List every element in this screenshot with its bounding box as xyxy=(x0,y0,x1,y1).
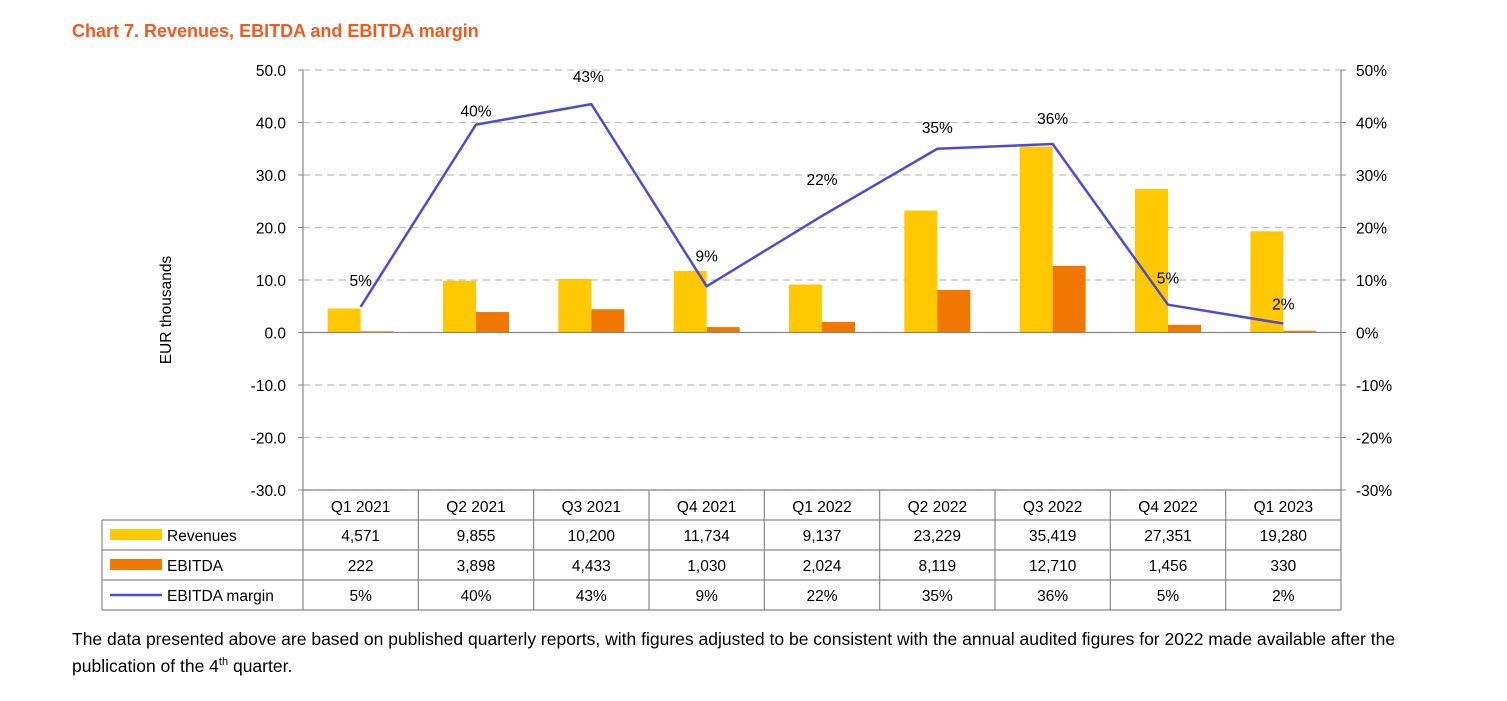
x-tick-label: Q2 2021 xyxy=(446,499,505,516)
legend-label: EBITDA xyxy=(167,558,224,575)
y2-tick-label: 50% xyxy=(1356,63,1387,80)
margin-data-label: 9% xyxy=(695,248,718,265)
y2-tick-label: -30% xyxy=(1356,483,1392,500)
legend-label: Revenues xyxy=(167,528,237,545)
y-tick-label: 30.0 xyxy=(256,168,287,185)
legend-swatch xyxy=(110,559,162,570)
x-tick-label: Q4 2021 xyxy=(677,499,736,516)
margin-line-path xyxy=(359,102,1284,325)
x-tick-label: Q1 2022 xyxy=(792,499,851,516)
y2-tick-label: 30% xyxy=(1356,168,1387,185)
revenue-bar xyxy=(789,284,822,333)
table-cell: 22% xyxy=(806,588,837,605)
table-cell: 9,137 xyxy=(803,528,842,545)
y-tick-label: 0.0 xyxy=(264,326,286,343)
table-cell: 23,229 xyxy=(914,528,961,545)
margin-line: 5% 40% 43% 9% 22% 35% 36% 5% 2% xyxy=(349,69,1295,325)
legend-swatch xyxy=(110,529,162,540)
margin-data-label: 35% xyxy=(922,120,953,137)
y-tick-label: -30.0 xyxy=(251,483,287,500)
table-cell: 4,571 xyxy=(341,528,380,545)
y-tick-label: 50.0 xyxy=(256,63,287,80)
ebitda-bar xyxy=(1168,324,1201,333)
ebitda-bar xyxy=(706,327,740,333)
axes: 50.0 50% 40.0 40% 30.0 30% 20.0 20% 10.0 10% 0.0 0%… xyxy=(158,63,1392,500)
chart-title: Chart 7. Revenues, EBITDA and EBITDA mar… xyxy=(72,21,479,41)
revenue-bar xyxy=(673,270,707,333)
margin-data-label: 2% xyxy=(1272,297,1295,314)
table-cell: 1,030 xyxy=(687,558,726,575)
data-table: Q1 2021 Q2 2021 Q3 2021 Q4 2021 Q1 2022 Q2 20… xyxy=(101,489,1342,611)
table-cell: 2,024 xyxy=(803,558,842,575)
y2-tick-label: 0% xyxy=(1356,326,1379,343)
y2-tick-label: -20% xyxy=(1356,431,1392,448)
table-cell: 222 xyxy=(348,558,374,575)
margin-data-label: 5% xyxy=(1157,271,1180,288)
table-cell: 43% xyxy=(576,588,607,605)
revenue-bar xyxy=(327,308,361,333)
y-tick-label: -20.0 xyxy=(251,431,287,448)
table-cell: 40% xyxy=(460,588,491,605)
x-tick-label: Q3 2022 xyxy=(1023,499,1082,516)
gridlines xyxy=(303,69,1341,491)
x-tick-label: Q1 2021 xyxy=(331,499,390,516)
table-cell: 36% xyxy=(1037,588,1068,605)
y-axis-label: EUR thousands xyxy=(158,255,175,364)
revenue-bar xyxy=(904,210,938,333)
table-cell: 27,351 xyxy=(1144,528,1191,545)
revenue-bar xyxy=(1135,188,1168,333)
table-cell: 12,710 xyxy=(1029,558,1077,575)
table-cell: 330 xyxy=(1270,558,1296,575)
y2-tick-label: 10% xyxy=(1356,273,1387,290)
table-cell: 4,433 xyxy=(572,558,611,575)
margin-data-label: 22% xyxy=(806,172,837,189)
revenue-bar xyxy=(443,280,476,333)
y-tick-label: -10.0 xyxy=(251,378,287,395)
margin-data-label: 43% xyxy=(573,69,604,86)
ebitda-bar xyxy=(591,309,625,333)
table-cell: 9,855 xyxy=(457,528,496,545)
ebitda-bar xyxy=(476,312,509,333)
x-tick-label: Q2 2022 xyxy=(908,499,967,516)
table-cell: 11,734 xyxy=(684,528,731,545)
margin-data-label: 5% xyxy=(349,273,372,290)
footnote-text-end: quarter. xyxy=(228,656,293,676)
footnote-superscript: th xyxy=(218,656,229,669)
table-cell: 35% xyxy=(922,588,953,605)
legend-label: EBITDA margin xyxy=(167,588,274,605)
table-cell: 35,419 xyxy=(1029,528,1076,545)
y-tick-label: 20.0 xyxy=(256,221,287,238)
y2-tick-label: -10% xyxy=(1356,378,1392,395)
margin-data-label: 36% xyxy=(1037,111,1068,128)
x-tick-label: Q3 2021 xyxy=(562,499,621,516)
table-cell: 9% xyxy=(695,588,718,605)
table-cell: 5% xyxy=(349,588,372,605)
combo-chart: 5% 40% 43% 9% 22% 35% 36% 5% 2% 50.0 50% 40.0 40% 30… xyxy=(101,63,1392,611)
table-cell: 1,456 xyxy=(1149,558,1188,575)
bars xyxy=(327,146,1317,333)
y2-tick-label: 40% xyxy=(1356,116,1387,133)
table-cell: 8,119 xyxy=(919,558,957,575)
margin-data-label: 40% xyxy=(460,104,491,121)
ebitda-bar xyxy=(937,289,971,333)
revenue-bar xyxy=(1019,146,1053,333)
x-tick-label: Q1 2023 xyxy=(1254,499,1313,516)
y-tick-label: 10.0 xyxy=(256,273,287,290)
x-tick-label: Q4 2022 xyxy=(1138,499,1197,516)
ebitda-bar xyxy=(822,321,855,333)
table-cell: 2% xyxy=(1272,588,1295,605)
table-cell: 3,898 xyxy=(457,558,496,575)
ebitda-bar xyxy=(1052,265,1086,333)
table-cell: 19,280 xyxy=(1260,528,1308,545)
revenue-bar xyxy=(1250,231,1284,333)
y2-tick-label: 20% xyxy=(1356,221,1387,238)
footnote: The data presented above are based on pu… xyxy=(72,626,1432,680)
table-cell: 5% xyxy=(1157,588,1180,605)
y-tick-label: 40.0 xyxy=(256,116,287,133)
ebitda-bar xyxy=(1283,330,1317,333)
revenue-bar xyxy=(558,278,592,333)
footnote-text: The data presented above are based on pu… xyxy=(72,629,1396,676)
table-cell: 10,200 xyxy=(568,528,616,545)
